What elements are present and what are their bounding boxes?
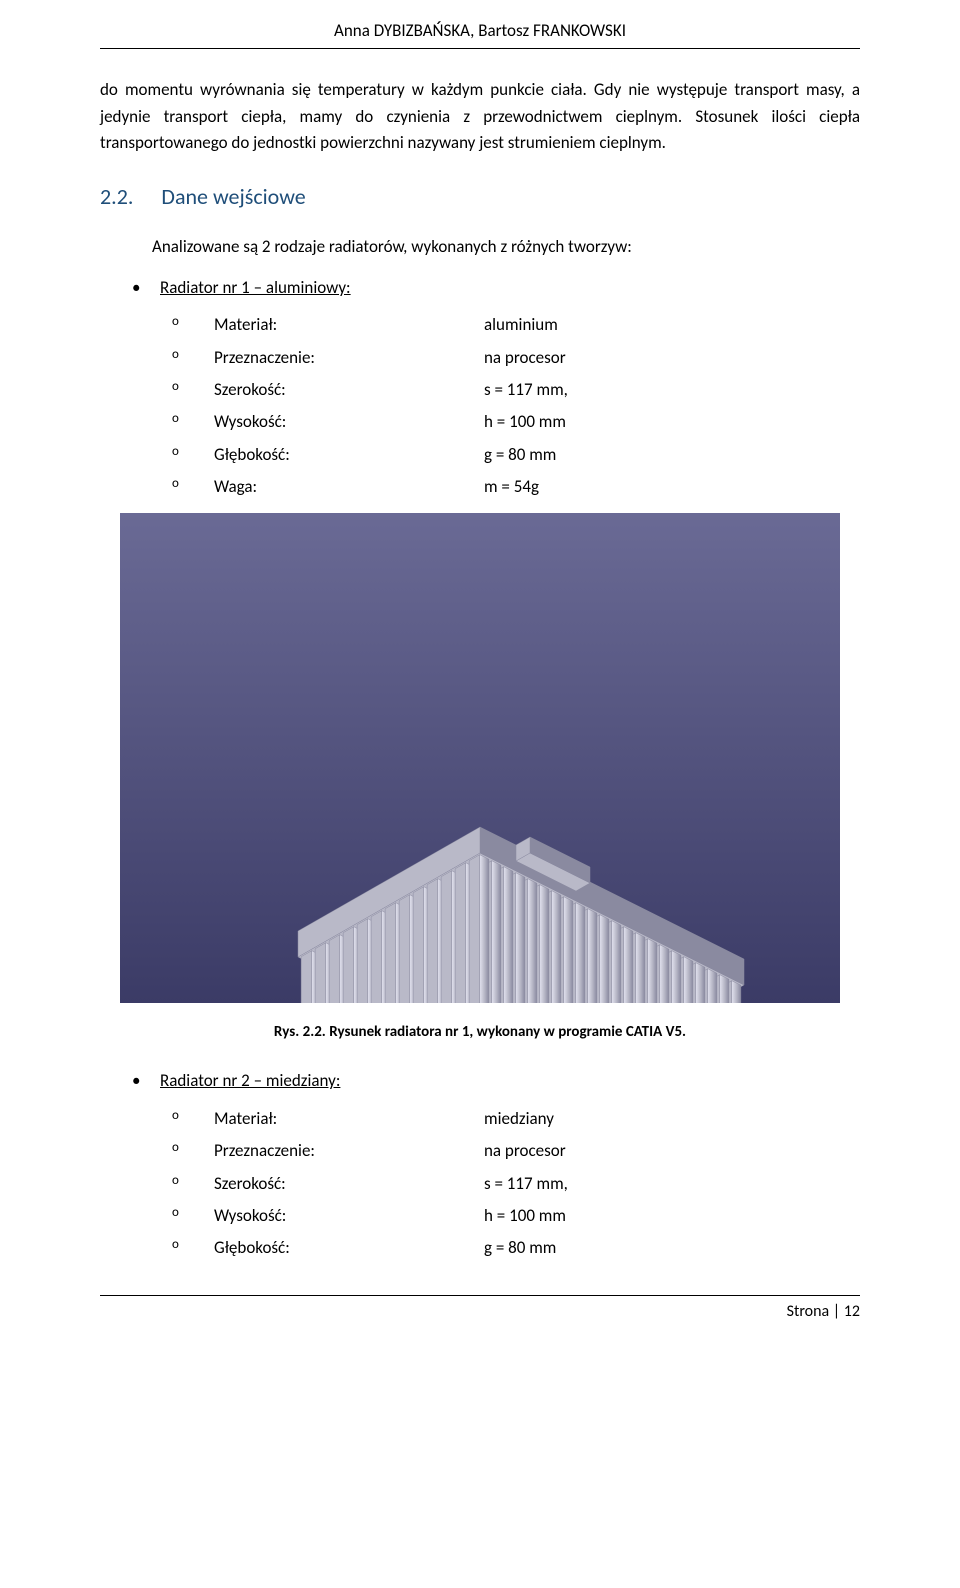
radiator1-list: o Materiał: aluminium o Przeznaczenie: n…	[100, 309, 860, 503]
figure-caption: Rys. 2.2. Rysunek radiatora nr 1, wykona…	[100, 1021, 860, 1044]
bullet-icon: •	[132, 275, 160, 301]
page-footer: Strona | 12	[100, 1295, 860, 1325]
item-label: Przeznaczenie:	[214, 345, 484, 371]
item-value: s = 117 mm,	[484, 377, 860, 403]
circle-icon: o	[172, 474, 214, 500]
heatsink-render	[120, 513, 840, 1003]
item-label: Przeznaczenie:	[214, 1138, 484, 1164]
circle-icon: o	[172, 1106, 214, 1132]
section-title: Dane wejściowe	[161, 183, 305, 210]
list-item: o Głębokość: g = 80 mm	[100, 439, 860, 471]
page-header: Anna DYBIZBAŃSKA, Bartosz FRANKOWSKI	[100, 18, 860, 49]
item-label: Materiał:	[214, 1106, 484, 1132]
circle-icon: o	[172, 1138, 214, 1164]
figure-container	[100, 513, 860, 1003]
item-label: Głębokość:	[214, 1235, 484, 1261]
item-value: na procesor	[484, 345, 860, 371]
radiator1-heading: •Radiator nr 1 – aluminiowy:	[100, 275, 860, 301]
item-value: h = 100 mm	[484, 409, 860, 435]
circle-icon: o	[172, 377, 214, 403]
list-item: o Szerokość: s = 117 mm,	[100, 374, 860, 406]
list-item: o Przeznaczenie: na procesor	[100, 342, 860, 374]
circle-icon: o	[172, 345, 214, 371]
circle-icon: o	[172, 1235, 214, 1261]
item-value: g = 80 mm	[484, 1235, 860, 1261]
item-value: na procesor	[484, 1138, 860, 1164]
item-value: miedziany	[484, 1106, 860, 1132]
list-item: o Materiał: miedziany	[100, 1103, 860, 1135]
radiator2-heading: •Radiator nr 2 – miedziany:	[100, 1068, 860, 1094]
section-heading: 2.2. Dane wejściowe	[100, 180, 860, 214]
item-value: g = 80 mm	[484, 442, 860, 468]
intro-paragraph: do momentu wyrównania się temperatury w …	[100, 77, 860, 156]
circle-icon: o	[172, 1203, 214, 1229]
circle-icon: o	[172, 442, 214, 468]
list-item: o Głębokość: g = 80 mm	[100, 1232, 860, 1264]
item-label: Szerokość:	[214, 1171, 484, 1197]
section-number: 2.2.	[100, 183, 133, 210]
item-value: aluminium	[484, 312, 860, 338]
item-label: Głębokość:	[214, 442, 484, 468]
circle-icon: o	[172, 409, 214, 435]
radiator1-heading-text: Radiator nr 1 – aluminiowy:	[160, 277, 351, 298]
section-lead: Analizowane są 2 rodzaje radiatorów, wyk…	[100, 234, 860, 260]
item-value: m = 54g	[484, 474, 860, 500]
radiator2-list: o Materiał: miedziany o Przeznaczenie: n…	[100, 1103, 860, 1265]
circle-icon: o	[172, 312, 214, 338]
list-item: o Waga: m = 54g	[100, 471, 860, 503]
item-label: Waga:	[214, 474, 484, 500]
item-value: h = 100 mm	[484, 1203, 860, 1229]
list-item: o Szerokość: s = 117 mm,	[100, 1168, 860, 1200]
list-item: o Przeznaczenie: na procesor	[100, 1135, 860, 1167]
item-label: Materiał:	[214, 312, 484, 338]
item-label: Wysokość:	[214, 1203, 484, 1229]
authors-text: Anna DYBIZBAŃSKA, Bartosz FRANKOWSKI	[334, 20, 626, 41]
list-item: o Wysokość: h = 100 mm	[100, 1200, 860, 1232]
radiator2-heading-text: Radiator nr 2 – miedziany:	[160, 1070, 340, 1091]
item-value: s = 117 mm,	[484, 1171, 860, 1197]
page-number: Strona | 12	[787, 1302, 860, 1321]
list-item: o Wysokość: h = 100 mm	[100, 406, 860, 438]
circle-icon: o	[172, 1171, 214, 1197]
item-label: Szerokość:	[214, 377, 484, 403]
item-label: Wysokość:	[214, 409, 484, 435]
bullet-icon: •	[132, 1068, 160, 1094]
list-item: o Materiał: aluminium	[100, 309, 860, 341]
